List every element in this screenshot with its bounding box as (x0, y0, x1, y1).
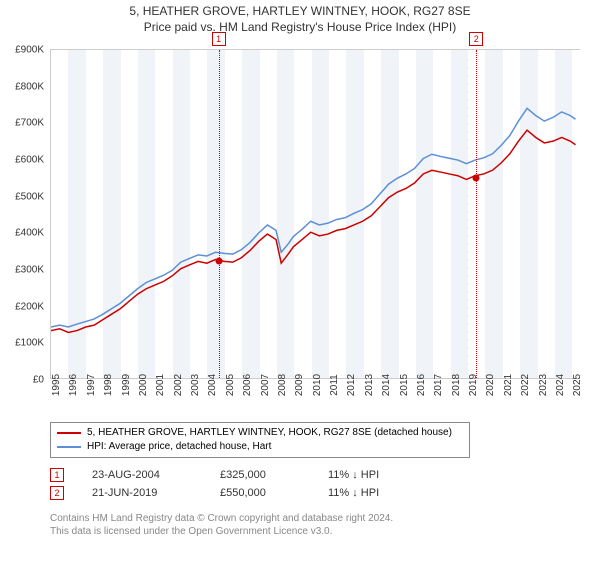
y-axis-label: £800K (15, 81, 44, 92)
marker-box: 1 (212, 32, 226, 46)
chart-container: 5, HEATHER GROVE, HARTLEY WINTNEY, HOOK,… (0, 4, 600, 564)
chart-subtitle: Price paid vs. HM Land Registry's House … (0, 20, 600, 34)
marker-box: 2 (469, 32, 483, 46)
series-price_paid (51, 130, 576, 332)
marker-vline (219, 50, 220, 378)
legend-box: 5, HEATHER GROVE, HARTLEY WINTNEY, HOOK,… (50, 422, 470, 458)
y-axis-label: £100K (15, 338, 44, 349)
y-axis-label: £300K (15, 265, 44, 276)
legend-label-2: HPI: Average price, detached house, Hart (87, 440, 271, 454)
y-axis-label: £700K (15, 118, 44, 129)
sale-price: £325,000 (220, 469, 300, 481)
sale-date: 23-AUG-2004 (92, 469, 192, 481)
y-axis-label: £600K (15, 155, 44, 166)
footer-line-2: This data is licensed under the Open Gov… (50, 525, 393, 538)
sales-list: 1 23-AUG-2004 £325,000 11% ↓ HPI 2 21-JUN-201… (50, 464, 379, 504)
sale-marker-box: 2 (50, 486, 64, 500)
marker-dot (473, 175, 480, 182)
series-hpi (51, 108, 576, 327)
footer-line-1: Contains HM Land Registry data © Crown c… (50, 512, 393, 525)
sale-marker-box: 1 (50, 468, 64, 482)
sale-pct: 11% ↓ HPI (328, 487, 379, 499)
y-axis-label: £0 (33, 375, 44, 386)
legend-row-2: HPI: Average price, detached house, Hart (57, 440, 463, 454)
sale-row: 1 23-AUG-2004 £325,000 11% ↓ HPI (50, 468, 379, 482)
legend-swatch-1 (57, 432, 81, 434)
y-axis-label: £400K (15, 228, 44, 239)
legend-row-1: 5, HEATHER GROVE, HARTLEY WINTNEY, HOOK,… (57, 426, 463, 440)
y-axis-label: £500K (15, 191, 44, 202)
chart-plot-area: £0£100K£200K£300K£400K£500K£600K£700K£80… (50, 49, 580, 379)
sale-date: 21-JUN-2019 (92, 487, 192, 499)
y-axis-label: £900K (15, 45, 44, 56)
marker-dot (215, 257, 222, 264)
footer-text: Contains HM Land Registry data © Crown c… (50, 512, 393, 538)
sale-price: £550,000 (220, 487, 300, 499)
legend-label-1: 5, HEATHER GROVE, HARTLEY WINTNEY, HOOK,… (87, 426, 452, 440)
sale-row: 2 21-JUN-2019 £550,000 11% ↓ HPI (50, 486, 379, 500)
legend-swatch-2 (57, 446, 81, 448)
marker-vline (476, 50, 477, 378)
chart-title: 5, HEATHER GROVE, HARTLEY WINTNEY, HOOK,… (0, 4, 600, 20)
y-axis-label: £200K (15, 301, 44, 312)
chart-lines (51, 50, 579, 378)
sale-pct: 11% ↓ HPI (328, 469, 379, 481)
